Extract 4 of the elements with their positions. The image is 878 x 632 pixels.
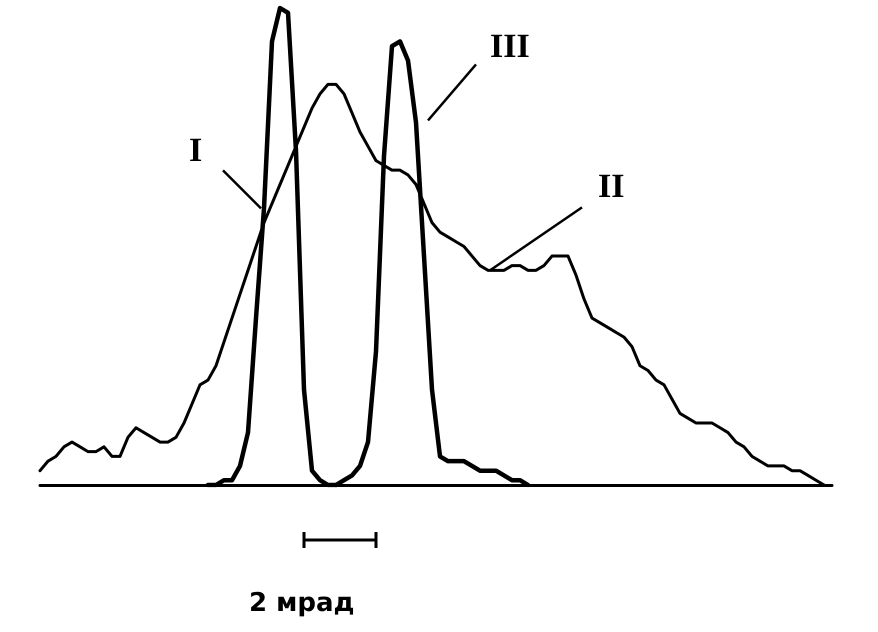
series-label: II xyxy=(598,168,624,206)
series-label: I xyxy=(189,132,202,170)
text: III xyxy=(490,28,530,66)
text: 2 мрад xyxy=(249,588,355,618)
